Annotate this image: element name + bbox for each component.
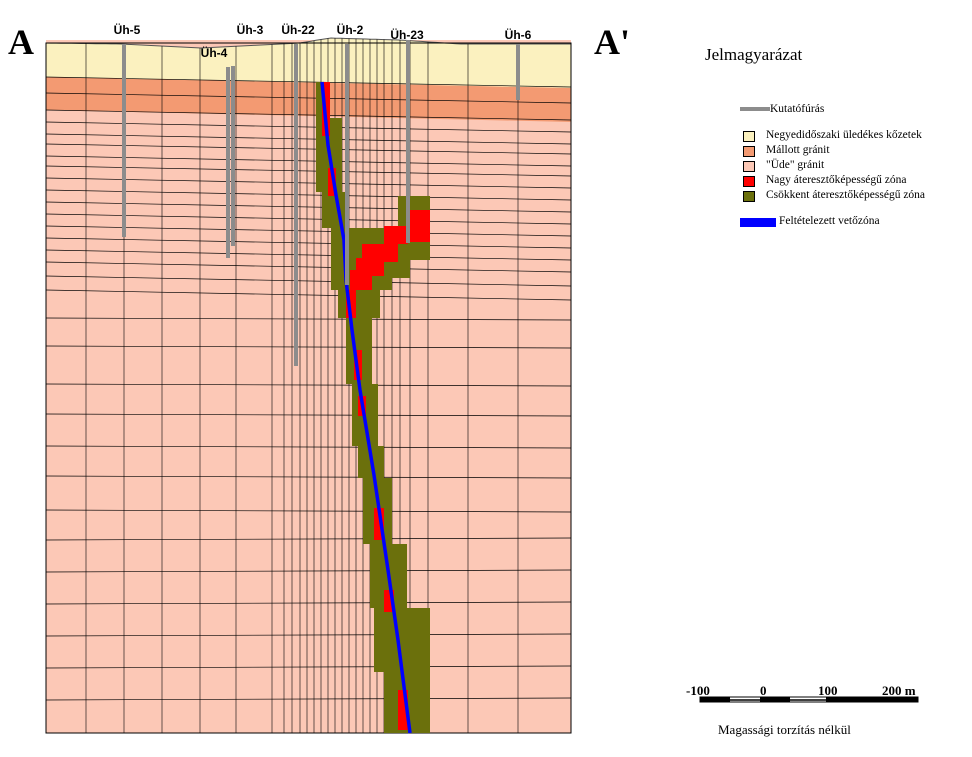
boreholes: Üh-5 Üh-4 Üh-3 Üh-22 Üh-2 Üh-23 Üh-6 — [114, 22, 532, 366]
grid-row-line — [45, 155, 572, 167]
legend-swatch-quaternary — [743, 131, 755, 142]
permeability-cell — [346, 290, 356, 318]
permeability-cell — [384, 226, 408, 244]
scale-bar-frame — [699, 696, 919, 703]
grid-row-line — [45, 225, 572, 237]
legend-label-low-permeability: Csökkent áteresztőképességű zóna — [766, 189, 926, 201]
weathered-granite-layer — [46, 91, 571, 106]
scale-tick-label: 100 — [818, 683, 838, 698]
grid-row-line — [45, 213, 572, 225]
grid-row-line — [45, 237, 572, 249]
scale-note: Magassági torzítás nélkül — [718, 722, 851, 737]
grid-row-line — [45, 383, 572, 387]
grid-row-line — [45, 201, 572, 213]
permeability-cell — [384, 590, 394, 612]
borehole-label: Üh-22 — [281, 22, 315, 37]
section-end-label: A' — [594, 22, 630, 62]
legend-label-fresh-granite: "Üde" gránit — [766, 159, 825, 171]
permeability-cell — [362, 244, 398, 262]
grid-row-line — [45, 537, 572, 541]
grid-row-line — [45, 109, 572, 121]
grid-row-line — [45, 665, 572, 669]
geologic-layers — [45, 37, 571, 733]
quaternary-layer — [46, 38, 571, 90]
section-frame — [45, 42, 572, 734]
legend-fault-label: Feltételezett vetőzóna — [779, 215, 880, 227]
grid-row-line — [45, 133, 572, 145]
scale-tick-label: 0 — [760, 683, 767, 698]
grid-row-line — [45, 601, 572, 605]
section-start-label: A — [8, 22, 34, 62]
grid-row-line — [45, 289, 572, 301]
grid-row-line — [45, 633, 572, 637]
ground-surface-line — [45, 37, 571, 49]
grid-row-line — [45, 275, 572, 287]
grid-row-line — [45, 345, 572, 349]
scale-bar-segment — [760, 697, 790, 702]
grid-row-line — [45, 165, 572, 177]
grid-row-line — [45, 509, 572, 513]
permeability-cell — [408, 210, 430, 242]
legend-swatch-weathered-granite — [743, 146, 755, 157]
legend-label-high-permeability: Nagy áteresztőképességű zóna — [766, 174, 907, 186]
permeability-cell — [338, 290, 380, 318]
permeability-cell — [328, 168, 336, 196]
grid-row-line — [45, 92, 572, 104]
legend-symbols — [740, 107, 776, 227]
borehole-label: Üh-3 — [237, 22, 264, 37]
grid-row-line — [45, 475, 572, 479]
fault-zone — [320, 81, 412, 734]
borehole-label: Üh-2 — [337, 22, 364, 37]
borehole-label: Üh-6 — [505, 27, 532, 42]
grid-row-line — [45, 249, 572, 261]
grid-row-line — [45, 445, 572, 449]
legend-label-quaternary: Negyedidőszaki üledékes kőzetek — [766, 129, 922, 141]
borehole-label: Üh-23 — [390, 27, 424, 42]
scale-bar-segment — [826, 697, 918, 702]
grid-row-line — [45, 317, 572, 321]
fresh-granite-layer — [46, 40, 571, 733]
grid-row-line — [45, 76, 572, 88]
legend-swatch-low-permeability — [743, 191, 755, 202]
grid-row-line — [45, 413, 572, 417]
grid-row-line — [45, 569, 572, 573]
legend-swatch-high-permeability — [743, 176, 755, 187]
permeability-cell — [350, 270, 372, 290]
permeability-cell — [374, 508, 384, 540]
scale-tick-label: 200 m — [882, 683, 916, 698]
legend-label-weathered-granite: Mállott gránit — [766, 144, 830, 156]
grid-row-line — [45, 189, 572, 201]
grid-row-line — [45, 697, 572, 701]
borehole-label: Üh-5 — [114, 22, 141, 37]
grid-row-line — [45, 143, 572, 155]
permeability-cell — [398, 690, 408, 730]
scale-bar-segment — [700, 697, 730, 702]
legend-fault-swatch — [740, 218, 776, 227]
grid-row-line — [45, 121, 572, 133]
fault-line — [320, 81, 412, 734]
grid-row-line — [45, 177, 572, 189]
scale-tick-label: -100 — [686, 683, 710, 698]
borehole-label: Üh-4 — [201, 45, 228, 60]
grid-row-line — [45, 261, 572, 273]
legend-borehole-label: Kutatófúrás — [770, 103, 825, 115]
scale-bar — [699, 696, 919, 703]
legend-title: Jelmagyarázat — [705, 45, 803, 64]
legend-swatch-fresh-granite — [743, 161, 755, 172]
